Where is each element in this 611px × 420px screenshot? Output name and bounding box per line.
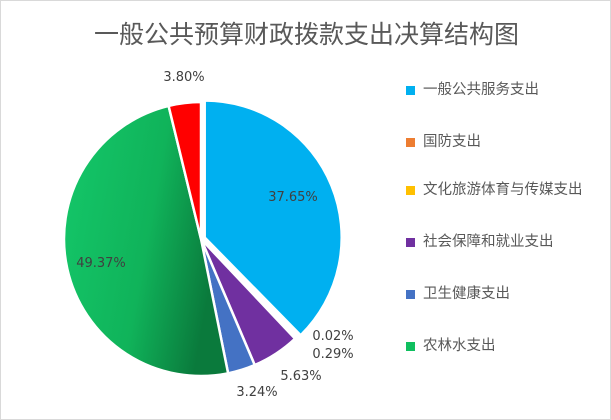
legend-label: 卫生健康支出	[423, 286, 510, 302]
legend-label: 一般公共服务支出	[423, 82, 539, 98]
legend-swatch	[406, 186, 415, 195]
data-label: 3.80%	[163, 70, 204, 85]
data-label: 3.24%	[236, 385, 277, 400]
data-label: 0.29%	[312, 347, 353, 362]
legend-swatch	[406, 238, 415, 247]
chart-title: 一般公共预算财政拨款支出决算结构图	[93, 20, 519, 49]
legend-label: 社会保障和就业支出	[423, 234, 554, 250]
legend-label: 国防支出	[423, 134, 481, 150]
data-label: 5.63%	[280, 369, 321, 384]
legend-item: 农林水支出	[406, 337, 610, 355]
pie-slice-5	[62, 104, 230, 378]
pie-slice-6	[167, 100, 203, 240]
legend-item: 文化旅游体育与传媒支出	[406, 181, 610, 199]
legend-swatch	[406, 342, 415, 351]
legend-swatch	[406, 86, 415, 95]
legend-swatch	[406, 290, 415, 299]
data-label: 0.02%	[312, 329, 353, 344]
legend-item: 一般公共服务支出	[406, 81, 610, 99]
legend-swatch	[406, 138, 415, 147]
data-label: 49.37%	[76, 256, 126, 271]
pie-slice-0	[203, 99, 343, 338]
legend-item: 卫生健康支出	[406, 285, 610, 303]
legend-label: 文化旅游体育与传媒支出	[423, 182, 583, 198]
legend-item: 国防支出	[406, 133, 610, 151]
legend-label: 农林水支出	[423, 338, 496, 354]
legend-item: 社会保障和就业支出	[406, 233, 610, 251]
data-label: 37.65%	[268, 190, 318, 205]
